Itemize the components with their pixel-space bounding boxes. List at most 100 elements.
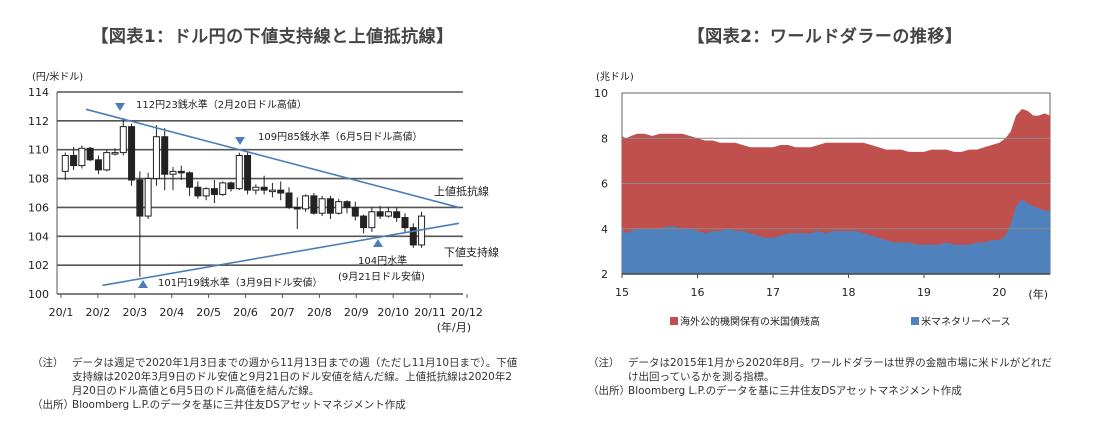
y-tick-label: 8 [601,132,608,145]
note-row: （注） データは週足で2020年1月3日までの週から11月13日までの週（ただし… [32,356,518,398]
legend-swatch-monetary-base [911,317,919,325]
note-row: （出所） Bloomberg L.P.のデータを基に三井住友DSアセットマネジメ… [588,384,1058,398]
y-tick-label: 104 [28,230,49,243]
y-axis-label: (兆ドル) [596,71,634,83]
annotation-low-sep21: 104円水準 [358,254,407,267]
y-tick-label: 4 [601,223,608,236]
note-head: （出所） [32,399,74,411]
x-tick-label: 20/5 [196,306,221,319]
candle-body [177,170,185,174]
x-tick-label: 18 [841,286,855,299]
y-axis-label: (円/米ドル) [32,70,83,83]
candle-body [285,192,293,208]
candle-body [268,189,276,193]
candle-body [293,206,301,210]
annotation-high-feb20: 112円23銭水準（2月20日ドル高値） [136,98,307,111]
candle-body [302,195,310,210]
note-head: （出所） [588,385,630,397]
x-tick-label: 20/3 [122,306,147,319]
candle-body [152,136,160,180]
marker-low-sep21 [373,239,383,247]
candle-body [368,211,376,229]
x-tick-label: 20/2 [86,306,111,319]
x-tick-label: 19 [917,286,931,299]
annotation-low-sep21-date: (9月21日ドル安値) [338,270,425,283]
chart2-notes: （注） データは2015年1月から2020年8月。ワールドダラーは世界の金融市場… [588,356,1058,398]
y-tick-label: 114 [28,86,49,99]
y-tick-label: 10 [594,87,608,100]
candle-body [360,215,368,229]
note-text: データは週足で2020年1月3日までの週から11月13日までの週（ただし11月1… [72,357,518,397]
candle-body [318,198,326,214]
candle-body [335,201,343,214]
candle-body [351,206,359,217]
chart2-title: 【図表2：ワールドダラーの推移】 [687,27,963,47]
candle-body [409,227,417,246]
x-axis-label: (年/月) [437,320,471,334]
chart1-title: 【図表1：ドル円の下値支持線と上値抵抗線】 [91,27,454,47]
y-tick-label: 110 [28,144,49,157]
chart-panel-usdjpy: 【図表1：ドル円の下値支持線と上値抵抗線】 100 102 104 106 108 110… [0,0,545,429]
x-tick-label: 20/12 [451,306,483,319]
annotation-low-mar9: 101円19銭水準（3月9日ドル安値） [158,276,323,289]
legend-label-treasury: 海外公的機関保有の米国債残高 [680,315,820,328]
candle-body [136,179,144,217]
y-tick-label: 6 [601,178,608,191]
candle-body [169,170,177,175]
y-tick-label: 106 [28,201,49,214]
candle-body [219,182,227,195]
chart2-svg: 2 4 6 8 10 (兆ドル) 15 16 17 18 19 20 (年) 海外公的機関保有の米国債残高… [594,71,1051,328]
chart1-svg: 100 102 104 106 108 110 112 114 (円/米ドル) 20/1 20/2 2… [28,70,499,334]
x-tick-label: 20/9 [344,306,369,319]
y-tick-label: 112 [28,115,49,128]
candle-body [310,195,318,214]
resistance-line [85,108,460,209]
chart-panel-world-dollar: 【図表2：ワールドダラーの推移】 2 4 6 8 10 (兆ドル) 15 16 17 18 19 20… [552,0,1098,429]
candle-body [86,147,94,161]
candle-body [202,188,210,197]
x-tick-label: 16 [690,286,704,299]
marker-high-jun5 [235,137,245,145]
note-row: （出所） Bloomberg L.P.のデータを基に三井住友DSアセットマネジメ… [32,398,518,412]
support-line-label: 下値支持線 [444,245,499,259]
x-tick-label: 20/10 [377,306,409,319]
y-tick-label: 108 [28,173,49,186]
x-axis-label: (年) [1028,287,1048,301]
candle-body [61,154,69,172]
candle-body [103,152,111,171]
candle-body [326,198,334,214]
candle-body [343,201,351,208]
y-tick-label: 102 [28,259,49,272]
x-tick-label: 20/7 [270,306,295,319]
candle-body [260,186,268,191]
legend-swatch-treasury [670,317,678,325]
note-head: （注） [588,357,620,369]
marker-high-feb20 [115,103,125,111]
note-text: Bloomberg L.P.のデータを基に三井住友DSアセットマネジメント作成 [628,385,962,397]
candle-body [111,152,119,155]
chart1-notes: （注） データは週足で2020年1月3日までの週から11月13日までの週（ただし… [32,356,518,412]
y-tick-label: 100 [28,288,49,301]
note-text: Bloomberg L.P.のデータを基に三井住友DSアセットマネジメント作成 [72,399,406,411]
marker-low-mar9 [138,280,148,288]
x-tick-label: 20/6 [233,306,258,319]
candle-body [277,189,285,194]
resistance-line-label: 上値抵抗線 [434,184,489,198]
candle-body [161,136,169,175]
support-line [102,222,459,287]
candle-body [235,154,243,190]
candle-body [94,159,102,171]
candle-body [252,186,260,191]
x-tick-label: 20/8 [307,306,332,319]
candle-body [376,211,384,217]
series-area-monetary-base [622,199,1050,274]
candle-body [384,211,392,217]
candle-body [70,154,78,167]
candle-body [78,147,86,167]
candle-body [144,178,152,217]
y-tick-label: 2 [601,268,608,281]
candle-body [210,188,218,195]
candle-body [119,126,127,154]
x-tick-label: 17 [766,286,780,299]
candle-body [244,154,252,191]
